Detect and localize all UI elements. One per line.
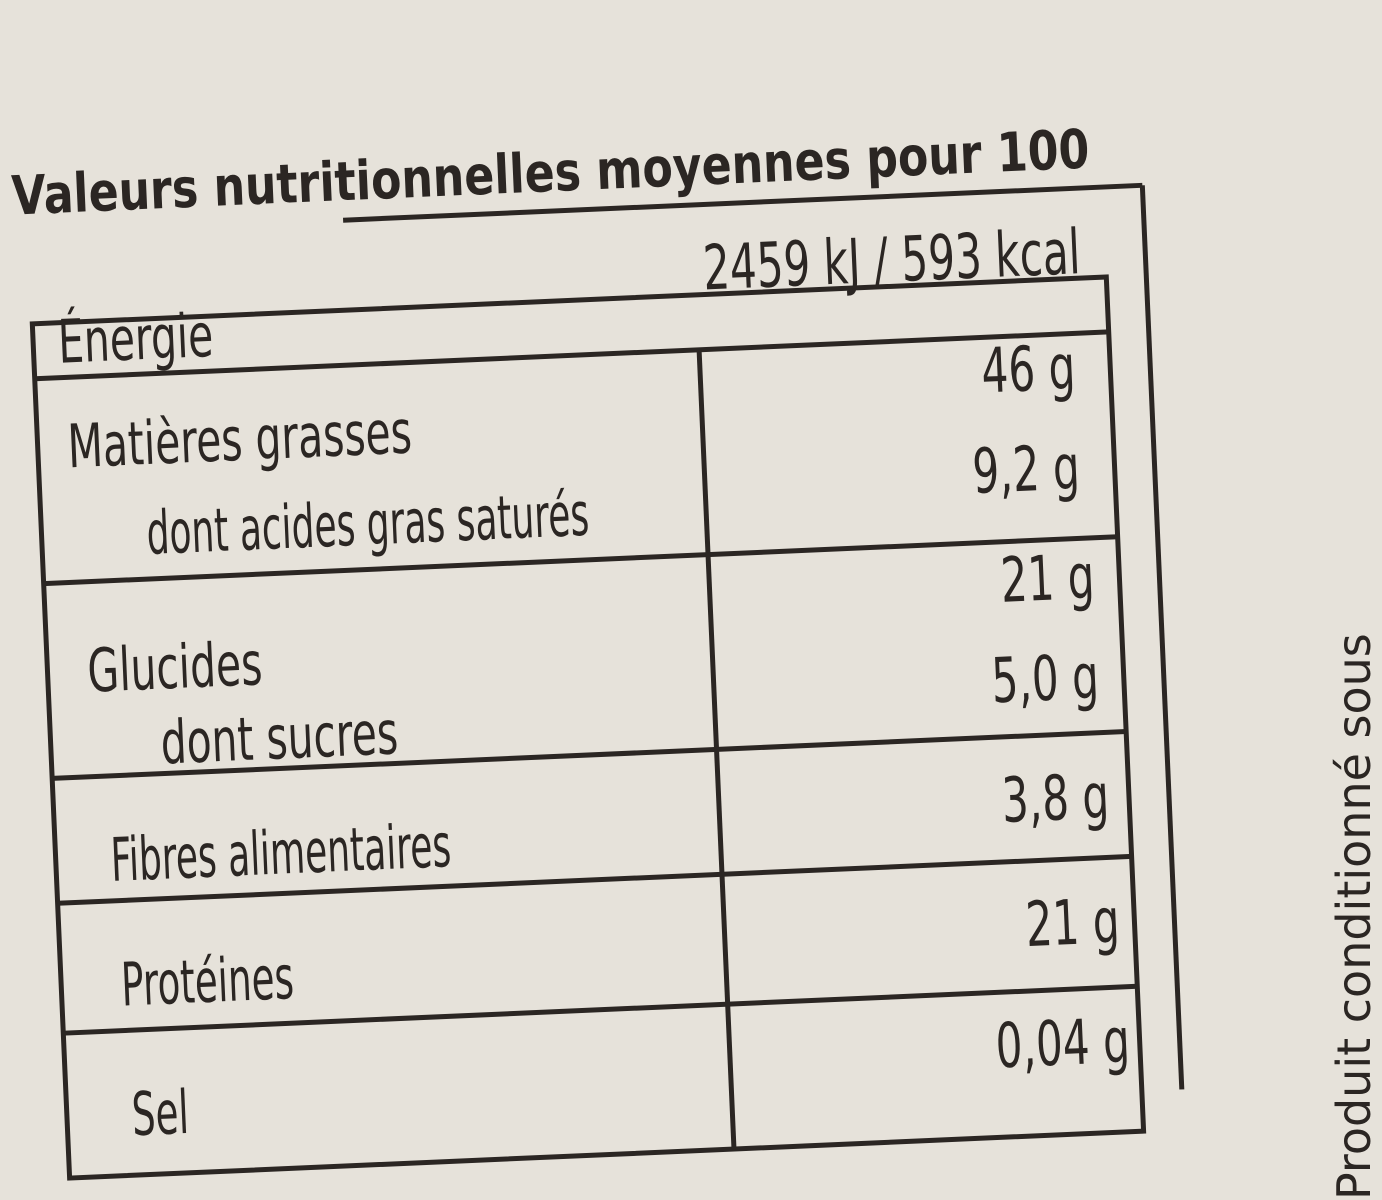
row-label: Sel [130,1078,190,1150]
row-divider [57,853,1132,906]
table-border [29,274,1147,1181]
row-divider [34,329,1109,382]
row-label: Glucides [86,629,264,707]
row-value: 21 g [1024,885,1121,962]
cell: 3,8 g [1000,760,1110,837]
cell: 2459 kJ / 593 kcal [702,216,1082,305]
row-value: 2459 kJ / 593 kcal [702,216,1082,305]
row-divider [63,983,1138,1036]
cell: 9,2 g [971,431,1081,508]
cell: 46 g [980,331,1077,408]
row-divider [43,534,1118,587]
cell: 21 g [999,541,1096,618]
cell: Énergie [57,300,215,378]
row-label: Fibres alimentaires [109,810,452,895]
row-label: dont acides gras saturés [145,479,590,569]
cell: dont acides gras saturés [145,479,590,569]
right-rule [1139,185,1185,1090]
side-text: Produit conditionné sous [1327,633,1381,1200]
row-label: Protéines [120,943,296,1020]
row-value: 46 g [980,331,1077,408]
row-value: 9,2 g [971,431,1081,508]
row-divider [52,729,1127,781]
row-label: dont sucres [159,698,399,778]
row-label: Énergie [57,300,215,378]
cell: Sel [130,1078,190,1150]
label-content: Valeurs nutritionnelles moyennes pour 10… [10,117,1185,1181]
cell: 5,0 g [990,640,1100,717]
cell: Protéines [120,943,296,1020]
cell: Glucides [86,629,264,707]
row-value: 5,0 g [990,640,1100,717]
cell: Matières grasses [66,397,413,482]
column-divider [696,349,737,1150]
row-value: 3,8 g [1000,760,1110,837]
cell: dont sucres [159,698,399,778]
cell: 0,04 g [994,1004,1131,1082]
top-rule [342,182,1143,223]
row-value: 21 g [999,541,1096,618]
cell: Fibres alimentaires [109,810,452,895]
row-value: 0,04 g [994,1004,1131,1082]
cell: 21 g [1024,885,1121,962]
row-label: Matières grasses [66,397,413,482]
